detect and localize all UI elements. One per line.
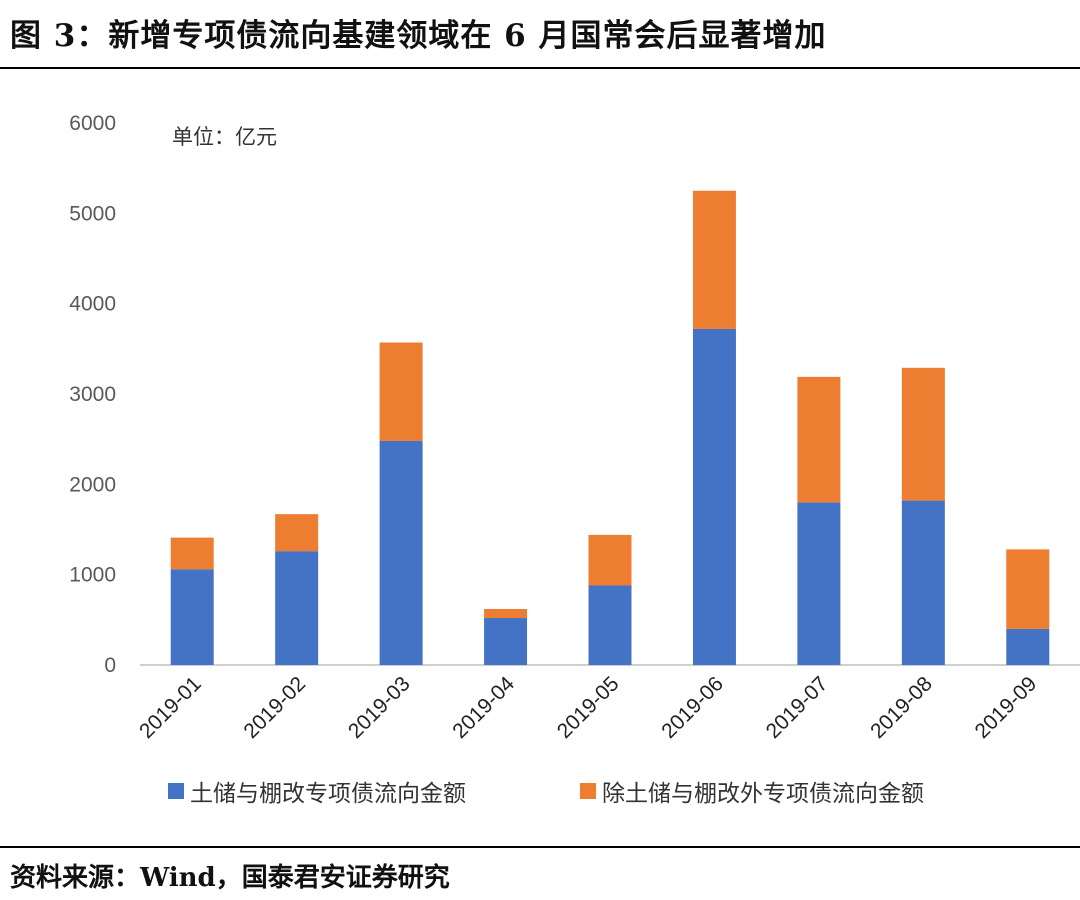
bar-land-shantytown-2019-04 <box>484 618 528 665</box>
title-divider <box>0 67 1080 69</box>
x-tick-label: 2019-09 <box>971 672 1042 743</box>
bar-land-shantytown-2019-05 <box>588 585 632 665</box>
bar-land-shantytown-2019-03 <box>379 440 423 665</box>
bar-other-2019-04 <box>484 608 528 619</box>
y-tick-label: 3000 <box>69 383 116 406</box>
x-axis-ticks: 2019-01 2019-02 2019-03 2019-04 2019-05 2019-… <box>135 672 1041 743</box>
y-tick-label: 5000 <box>69 202 116 225</box>
bar-other-2019-05 <box>588 534 632 586</box>
x-tick-label: 2019-07 <box>762 672 833 743</box>
x-tick-label: 2019-02 <box>239 672 310 743</box>
bar-land-shantytown-2019-06 <box>692 328 736 665</box>
bar-other-2019-09 <box>1006 549 1050 629</box>
x-tick-label: 2019-03 <box>344 672 415 743</box>
legend-swatch <box>580 783 596 799</box>
x-tick-label: 2019-08 <box>866 672 937 743</box>
bar-land-shantytown-2019-02 <box>275 551 319 665</box>
bar-land-shantytown-2019-01 <box>170 569 214 665</box>
y-tick-label: 1000 <box>69 564 116 587</box>
y-axis-ticks: 0 1000 2000 3000 4000 5000 6000 <box>69 112 116 677</box>
y-tick-label: 2000 <box>69 473 116 496</box>
stacked-bar-chart: 0 1000 2000 3000 4000 5000 6000 2019-01 2019-02… <box>69 112 1080 807</box>
bar-other-2019-08 <box>901 367 945 501</box>
source-note: 资料来源：Wind，国泰君安证券研究 <box>10 863 450 893</box>
bar-land-shantytown-2019-07 <box>797 502 841 665</box>
x-tick-label: 2019-06 <box>657 672 728 743</box>
bar-land-shantytown-2019-08 <box>901 500 945 665</box>
footer-divider <box>0 846 1080 848</box>
x-tick-label: 2019-04 <box>448 672 519 743</box>
unit-label: 单位：亿元 <box>172 125 277 149</box>
bar-other-2019-03 <box>379 342 423 441</box>
bar-other-2019-07 <box>797 376 841 503</box>
y-tick-label: 0 <box>104 654 116 677</box>
bar-other-2019-06 <box>692 190 736 329</box>
legend-label: 除土储与棚改外专项债流向金额 <box>602 781 924 807</box>
x-tick-label: 2019-01 <box>135 672 206 743</box>
legend-label: 土储与棚改专项债流向金额 <box>190 781 466 807</box>
legend: 土储与棚改专项债流向金额 除土储与棚改外专项债流向金额 <box>168 781 924 807</box>
y-tick-label: 6000 <box>69 112 116 135</box>
bars <box>170 190 1050 665</box>
bar-land-shantytown-2019-09 <box>1006 628 1050 665</box>
x-tick-label: 2019-05 <box>553 672 624 743</box>
y-tick-label: 4000 <box>69 293 116 316</box>
bar-other-2019-01 <box>170 537 214 570</box>
legend-swatch <box>168 783 184 799</box>
bar-other-2019-02 <box>275 514 319 552</box>
chart-title: 图 3：新增专项债流向基建领域在 6 月国常会后显著增加 <box>10 18 827 54</box>
